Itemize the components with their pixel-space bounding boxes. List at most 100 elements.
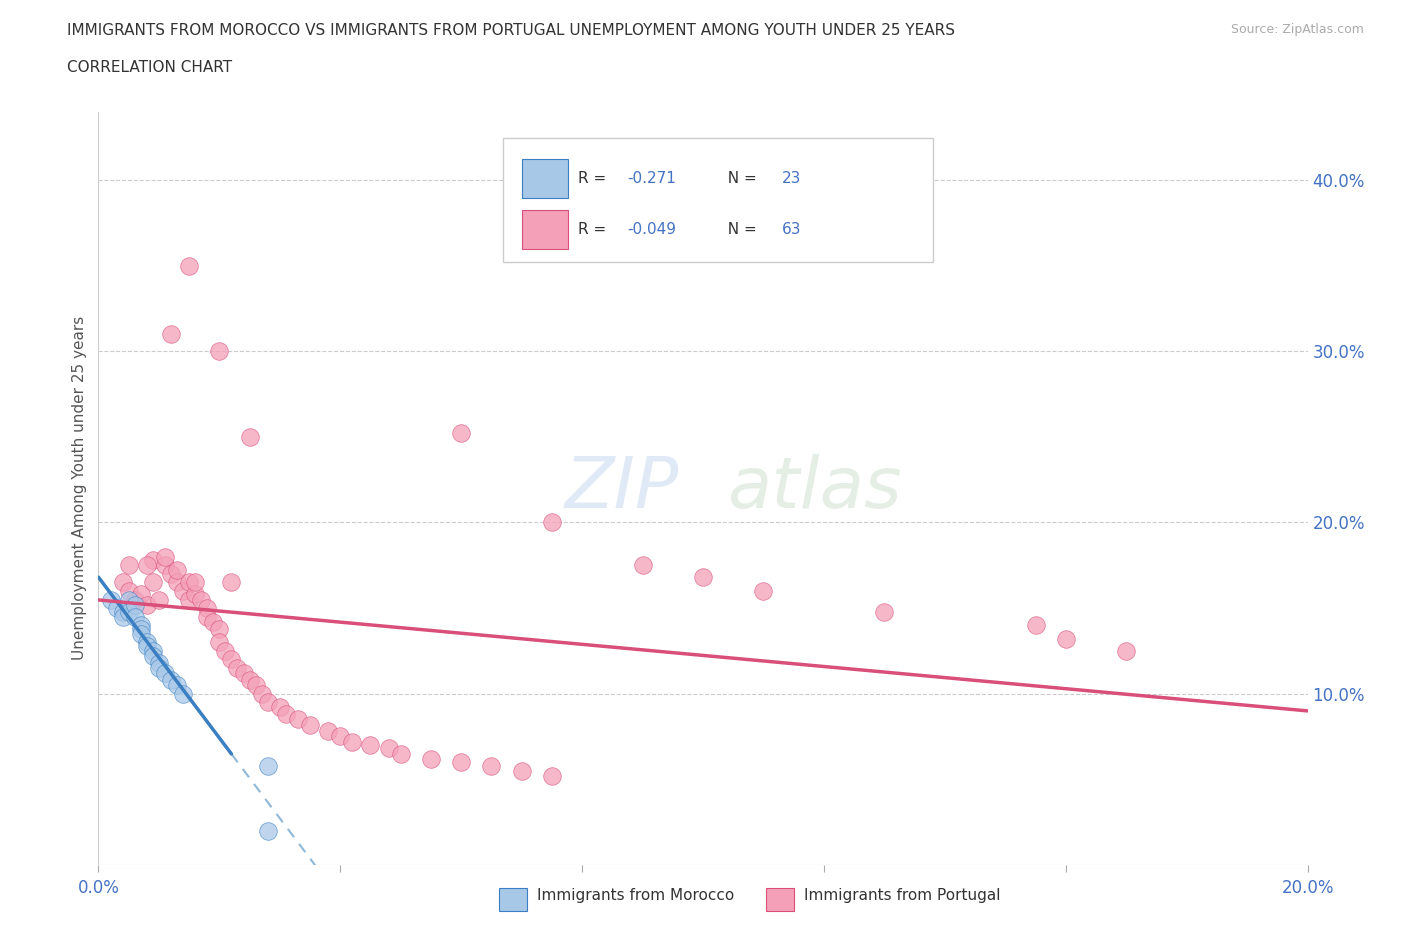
Point (129, 626, 152, 641)
Point (111, 609, 134, 624)
Point (153, 666, 176, 681)
Text: N =: N = (717, 221, 761, 236)
Point (179, 592, 201, 607)
Point (389, 746, 412, 761)
Point (420, 751, 443, 766)
Point (510, 764, 533, 778)
Bar (522, 159, 568, 198)
Point (118, 558, 141, 573)
Point (135, 638, 157, 653)
Point (160, 326, 183, 341)
Point (184, 575, 207, 590)
Text: -0.049: -0.049 (627, 221, 676, 236)
Point (105, 601, 128, 616)
Point (118, 583, 141, 598)
Point (208, 344, 231, 359)
Point (256, 823, 278, 838)
Text: Source: ZipAtlas.com: Source: ZipAtlas.com (1230, 23, 1364, 36)
Bar (522, 209, 568, 248)
Point (299, 717, 322, 732)
Text: 23: 23 (782, 171, 801, 186)
Point (190, 592, 212, 607)
Text: Immigrants from Morocco: Immigrants from Morocco (537, 887, 734, 903)
Point (232, 666, 254, 681)
Point (481, 758, 503, 773)
Point (1115, 644, 1137, 658)
Point (100, 592, 122, 607)
Point (329, 729, 352, 744)
Point (160, 672, 183, 687)
Point (221, 575, 243, 590)
Point (692, 570, 714, 585)
Point (179, 259, 201, 273)
Point (208, 635, 231, 650)
Point (111, 604, 134, 619)
Point (135, 635, 157, 650)
Point (142, 575, 165, 590)
Point (540, 768, 562, 783)
Point (256, 758, 278, 773)
Point (540, 515, 562, 530)
Point (377, 741, 399, 756)
Point (129, 618, 152, 632)
Point (166, 575, 188, 590)
Point (184, 587, 207, 602)
Text: ZIP: ZIP (564, 454, 679, 523)
Point (316, 724, 339, 738)
Point (124, 592, 146, 607)
Text: R =: R = (578, 171, 612, 186)
Point (179, 575, 201, 590)
Point (160, 566, 183, 581)
Point (287, 712, 309, 727)
Point (129, 621, 152, 636)
Point (195, 609, 218, 624)
Text: 63: 63 (782, 221, 801, 236)
Point (245, 678, 267, 693)
Point (450, 755, 472, 770)
Text: Immigrants from Portugal: Immigrants from Portugal (804, 887, 1001, 903)
Point (172, 583, 194, 598)
Point (166, 678, 188, 693)
Point (124, 609, 146, 624)
Point (153, 550, 176, 565)
Point (129, 587, 152, 602)
Point (148, 592, 170, 607)
Y-axis label: Unemployment Among Youth under 25 years: Unemployment Among Youth under 25 years (72, 316, 87, 660)
Text: N =: N = (717, 171, 761, 186)
Point (752, 583, 775, 598)
Point (631, 558, 654, 573)
Point (111, 575, 134, 590)
Point (118, 604, 141, 619)
Point (221, 652, 243, 667)
Point (208, 621, 231, 636)
Point (1024, 618, 1046, 632)
Point (1054, 631, 1077, 646)
Point (142, 552, 165, 567)
Point (148, 656, 170, 671)
Point (195, 601, 218, 616)
Text: IMMIGRANTS FROM MOROCCO VS IMMIGRANTS FROM PORTUGAL UNEMPLOYMENT AMONG YOUTH UND: IMMIGRANTS FROM MOROCCO VS IMMIGRANTS FR… (67, 23, 956, 38)
Point (172, 686, 194, 701)
Point (226, 660, 249, 675)
Point (214, 644, 236, 658)
Point (202, 615, 225, 630)
Point (274, 707, 297, 722)
Point (269, 700, 291, 715)
Point (153, 558, 176, 573)
Point (250, 686, 273, 701)
Text: -0.271: -0.271 (627, 171, 676, 186)
Point (166, 563, 188, 578)
FancyBboxPatch shape (503, 138, 932, 262)
Point (239, 672, 262, 687)
Text: atlas: atlas (727, 454, 901, 523)
Point (118, 592, 141, 607)
Point (360, 737, 382, 752)
Point (239, 430, 262, 445)
Text: R =: R = (578, 221, 612, 236)
Point (148, 660, 170, 675)
Point (124, 597, 146, 612)
Point (256, 695, 278, 710)
Point (135, 558, 157, 573)
Point (135, 597, 157, 612)
Text: CORRELATION CHART: CORRELATION CHART (67, 60, 232, 75)
